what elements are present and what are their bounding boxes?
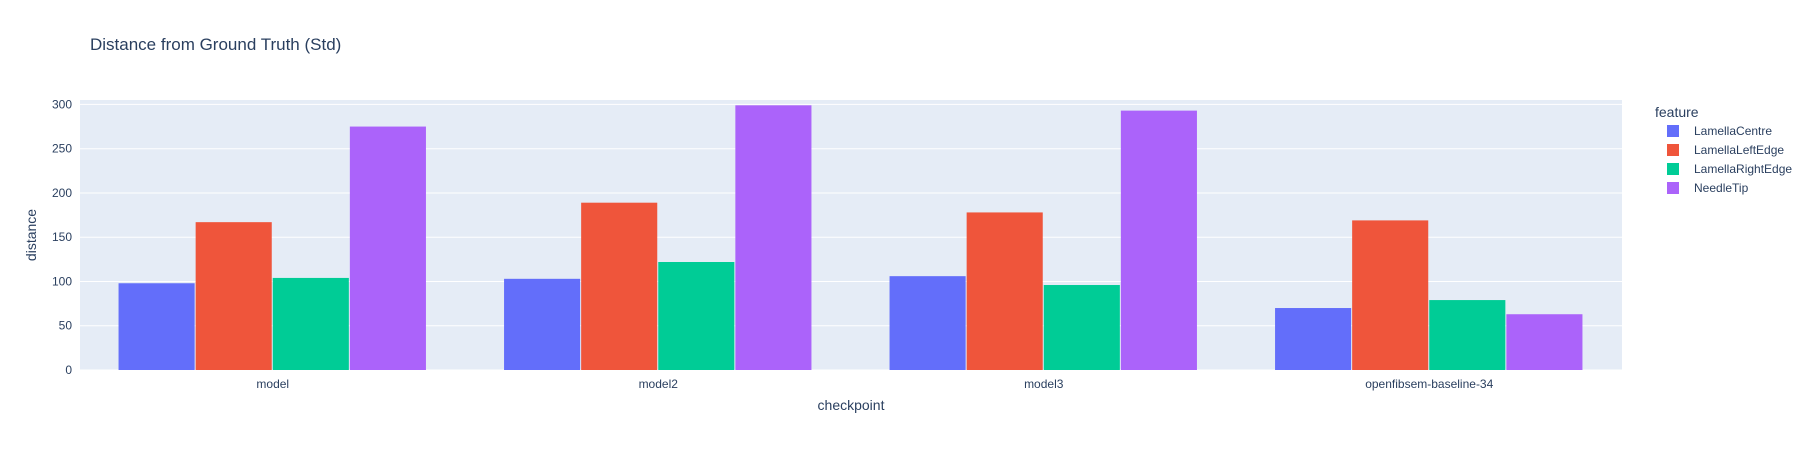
y-tick-label: 200 bbox=[52, 186, 72, 200]
bar-lamellacentre-model2[interactable] bbox=[504, 278, 581, 370]
y-axis-ticks: 0 50 100 150 200 250 300 bbox=[52, 97, 72, 377]
bar-lamellaleftedge-model2[interactable] bbox=[581, 202, 658, 370]
y-tick-label: 0 bbox=[65, 363, 72, 377]
bar-lamellarightedge-model2[interactable] bbox=[658, 262, 735, 370]
legend-label: LamellaLeftEdge bbox=[1694, 143, 1784, 157]
bar-lamellaleftedge-model[interactable] bbox=[195, 222, 272, 370]
bar-needletip-openfibsem-baseline-34[interactable] bbox=[1506, 314, 1583, 370]
y-tick-label: 250 bbox=[52, 142, 72, 156]
bar-lamellacentre-openfibsem-baseline-34[interactable] bbox=[1275, 308, 1352, 370]
x-tick-label: model bbox=[256, 377, 289, 391]
bar-needletip-model2[interactable] bbox=[735, 105, 812, 370]
bar-lamellarightedge-openfibsem-baseline-34[interactable] bbox=[1429, 300, 1506, 370]
x-tick-label: openfibsem-baseline-34 bbox=[1365, 377, 1493, 391]
legend-label: LamellaCentre bbox=[1694, 124, 1772, 138]
x-axis-ticks: model model2 model3 openfibsem-baseline-34 bbox=[256, 377, 1493, 391]
y-tick-label: 50 bbox=[59, 319, 73, 333]
legend: feature LamellaCentreLamellaLeftEdgeLame… bbox=[1655, 104, 1792, 195]
legend-swatch bbox=[1667, 182, 1679, 194]
bar-needletip-model[interactable] bbox=[349, 126, 426, 370]
bars[interactable] bbox=[118, 105, 1583, 371]
x-axis-title: checkpoint bbox=[818, 397, 885, 413]
y-tick-label: 300 bbox=[52, 97, 72, 111]
bar-lamellaleftedge-openfibsem-baseline-34[interactable] bbox=[1352, 220, 1429, 370]
y-axis-title: distance bbox=[23, 209, 39, 261]
legend-label: NeedleTip bbox=[1694, 181, 1749, 195]
bar-needletip-model3[interactable] bbox=[1120, 110, 1197, 371]
bar-lamellacentre-model[interactable] bbox=[118, 283, 195, 370]
bar-lamellarightedge-model[interactable] bbox=[272, 277, 349, 370]
y-tick-label: 150 bbox=[52, 230, 72, 244]
legend-swatch bbox=[1667, 125, 1679, 137]
x-tick-label: model2 bbox=[639, 377, 679, 391]
legend-title: feature bbox=[1655, 104, 1699, 120]
chart-title: Distance from Ground Truth (Std) bbox=[90, 35, 341, 54]
y-tick-label: 100 bbox=[52, 274, 72, 288]
legend-items: LamellaCentre LamellaLeftEdge LamellaRight… bbox=[1667, 124, 1792, 195]
x-tick-label: model3 bbox=[1024, 377, 1064, 391]
legend-label: LamellaRightEdge bbox=[1694, 162, 1792, 176]
bar-lamellarightedge-model3[interactable] bbox=[1043, 285, 1120, 370]
legend-swatch bbox=[1667, 144, 1679, 156]
bar-lamellaleftedge-model3[interactable] bbox=[966, 212, 1043, 370]
bar-lamellacentre-model3[interactable] bbox=[889, 276, 966, 370]
legend-swatch bbox=[1667, 163, 1679, 175]
